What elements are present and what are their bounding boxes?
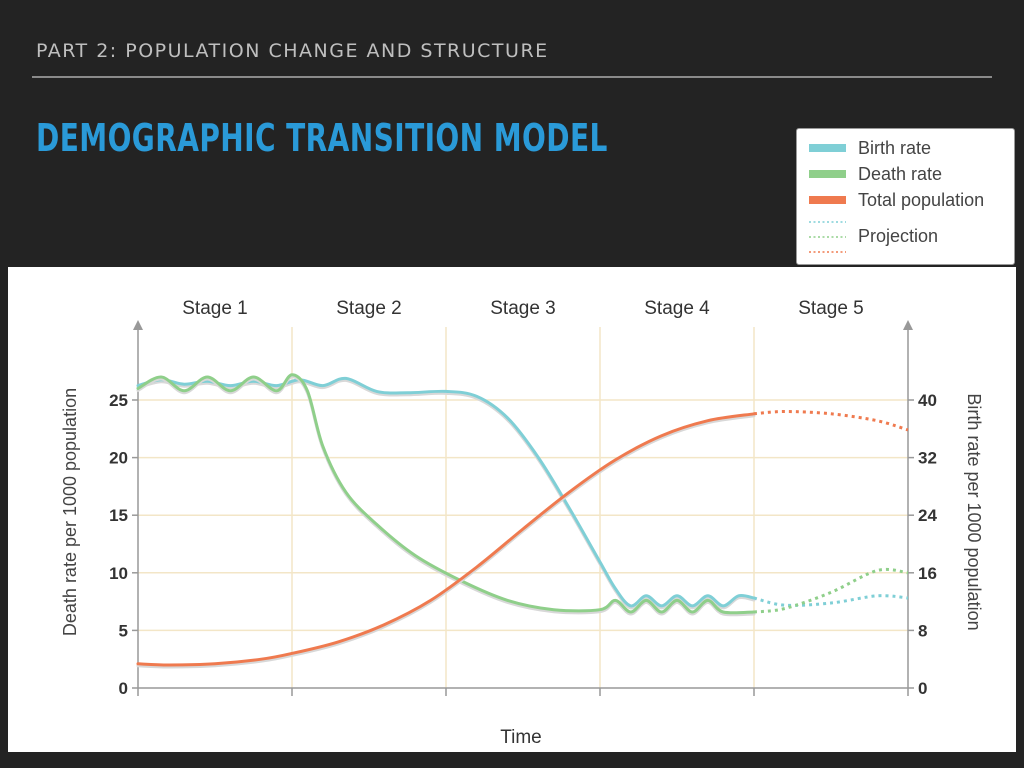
legend-swatch-total-population [809, 196, 846, 204]
y-axis-right-label: Birth rate per 1000 population [964, 393, 984, 630]
series-death-rate-shadow [136, 375, 756, 617]
chart-svg: Stage 1 Stage 2 Stage 3 Stage 4 Stage 5 0 5 10… [60, 298, 984, 748]
y-left-tick-label: 5 [119, 621, 128, 640]
chart-panel: Stage 1 Stage 2 Stage 3 Stage 4 Stage 5 0 5 10… [8, 267, 1016, 752]
stage-label: Stage 4 [644, 298, 710, 319]
chart-grid [138, 327, 908, 688]
y-axis-left-arrow [133, 320, 143, 330]
y-axis-left-label: Death rate per 1000 population [60, 388, 80, 636]
series-birth-rate-projection [753, 594, 909, 607]
stage-label: Stage 3 [490, 298, 556, 319]
legend-label-birth-rate: Birth rate [858, 138, 931, 158]
series-death-rate-line [136, 373, 756, 615]
y-left-tick-label: 15 [109, 506, 128, 525]
chart-series [136, 373, 909, 669]
series-total-population-line [136, 412, 756, 667]
chart-legend: Birth rate Death rate Total population P… [796, 128, 1015, 265]
header-divider [32, 76, 992, 78]
stage-labels: Stage 1 Stage 2 Stage 3 Stage 4 Stage 5 [182, 298, 864, 319]
y-right-tick-label: 40 [918, 391, 937, 410]
chart-axes: 0 5 10 15 20 25 0 8 16 24 32 40 [109, 320, 937, 698]
y-right-tick-label: 24 [918, 506, 937, 525]
y-right-tick-label: 8 [918, 621, 927, 640]
y-left-tick-label: 0 [119, 679, 128, 698]
y-left-tick-label: 20 [109, 449, 128, 468]
y-right-tick-label: 0 [918, 679, 927, 698]
stage-label: Stage 1 [182, 298, 248, 319]
slide-title: DEMOGRAPHIC TRANSITION MODEL [36, 116, 608, 160]
y-left-tick-label: 10 [109, 564, 128, 583]
legend-label-projection: Projection [858, 226, 938, 246]
legend-swatch-birth-rate [809, 144, 846, 152]
series-total-population-projection [753, 409, 909, 432]
y-left-tick-label: 25 [109, 391, 128, 410]
y-right-tick-label: 32 [918, 449, 937, 468]
legend-label-total-population: Total population [858, 190, 984, 210]
legend-swatch-death-rate [809, 170, 846, 178]
legend-svg: Birth rate Death rate Total population P… [809, 138, 984, 253]
stage-label: Stage 5 [798, 298, 864, 319]
y-axis-right-arrow [903, 320, 913, 330]
legend-label-death-rate: Death rate [858, 164, 942, 184]
x-axis-label: Time [500, 727, 542, 748]
stage-label: Stage 2 [336, 298, 402, 319]
y-right-tick-label: 16 [918, 564, 937, 583]
slide-kicker: PART 2: POPULATION CHANGE AND STRUCTURE [36, 40, 549, 62]
series-death-rate-projection [753, 567, 909, 614]
series-total-population-shadow [136, 414, 756, 669]
